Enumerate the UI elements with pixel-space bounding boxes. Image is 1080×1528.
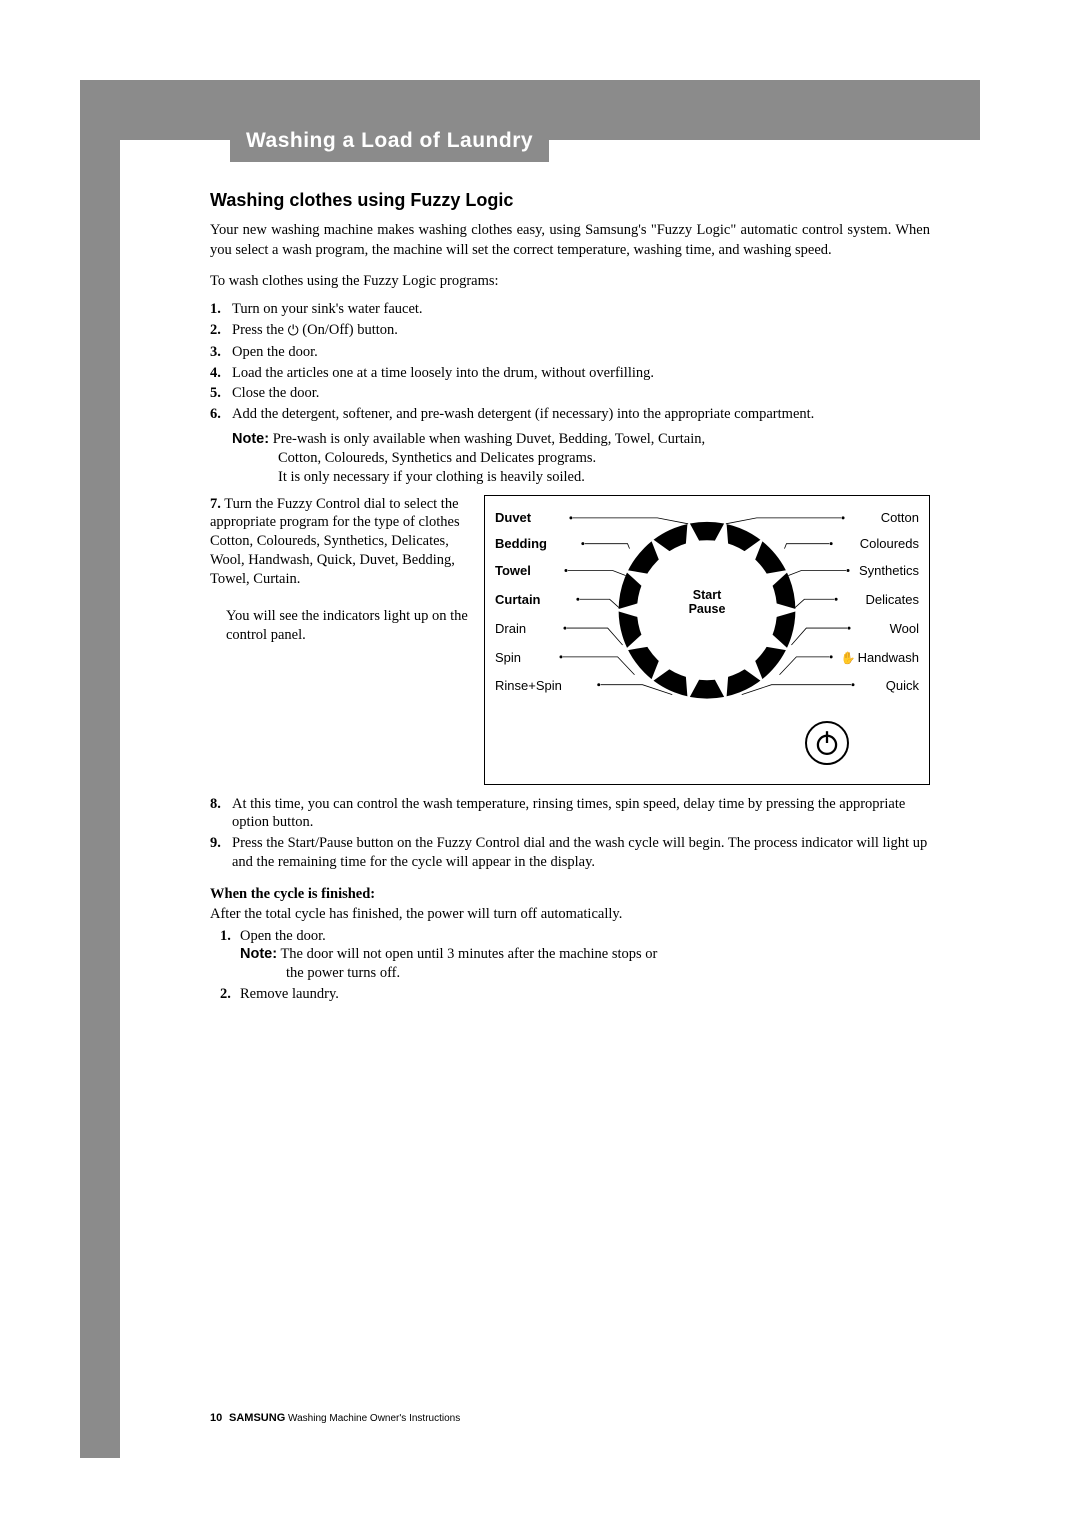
step-7-p1: Turn the Fuzzy Control dial to select th… — [210, 496, 460, 587]
page-frame: Washing a Load of Laundry Washing clothe… — [80, 80, 980, 1458]
note-line-3: It is only necessary if your clothing is… — [278, 468, 930, 487]
step-7-text: 7. Turn the Fuzzy Control dial to select… — [210, 495, 470, 785]
page-number: 10 — [210, 1412, 222, 1424]
handwash-icon: ✋ — [841, 651, 856, 665]
footer: 10 SAMSUNG Washing Machine Owner's Instr… — [210, 1412, 460, 1424]
step-9: Press the Start/Pause button on the Fuzz… — [210, 834, 930, 872]
note-1: Note: Pre-wash is only available when wa… — [232, 430, 930, 487]
finished-heading: When the cycle is finished: — [210, 886, 930, 903]
note-label: Note: — [232, 431, 269, 447]
step-7-row: 7. Turn the Fuzzy Control dial to select… — [210, 495, 930, 785]
dial-label-spin: Spin — [495, 650, 521, 665]
dial-label-synthetics: Synthetics — [859, 563, 919, 578]
step-2: Press the ⏻ (On/Off) button. — [210, 321, 930, 341]
step-5: Close the door. — [210, 384, 930, 403]
note-line-1: Pre-wash is only available when washing … — [273, 431, 705, 447]
step-6: Add the detergent, softener, and pre-was… — [210, 405, 930, 424]
dial-label-duvet: Duvet — [495, 510, 531, 525]
section-title: Washing clothes using Fuzzy Logic — [210, 190, 930, 211]
intro-paragraph: Your new washing machine makes washing c… — [210, 221, 930, 260]
dial-label-coloureds: Coloureds — [860, 536, 919, 551]
power-button-icon — [805, 721, 849, 765]
dial-label-drain: Drain — [495, 621, 526, 636]
step-4: Load the articles one at a time loosely … — [210, 364, 930, 383]
steps-list: Turn on your sink's water faucet. Press … — [210, 300, 930, 424]
finished-note-line-1: The door will not open until 3 minutes a… — [280, 946, 657, 962]
footer-brand: SAMSUNG — [229, 1412, 285, 1424]
dial-label-towel: Towel — [495, 563, 531, 578]
steps-list-2: At this time, you can control the wash t… — [210, 795, 930, 872]
dial-label-bedding: Bedding — [495, 536, 547, 551]
content-area: Washing clothes using Fuzzy Logic Your n… — [120, 140, 980, 1458]
finished-note-line-2: the power turns off. — [286, 964, 930, 983]
dial-label-rinsespin: Rinse+Spin — [495, 678, 562, 693]
finished-note-label: Note: — [240, 946, 277, 962]
step-7-p2: You will see the indicators light up on … — [210, 607, 470, 645]
dial-label-wool: Wool — [890, 621, 919, 636]
step-8: At this time, you can control the wash t… — [210, 795, 930, 833]
dial-center-label: Start Pause — [689, 588, 726, 617]
lead-in: To wash clothes using the Fuzzy Logic pr… — [210, 272, 930, 292]
step-1: Turn on your sink's water faucet. — [210, 300, 930, 319]
dial-label-curtain: Curtain — [495, 592, 541, 607]
dial-label-handwash: ✋Handwash — [841, 650, 919, 665]
step-3: Open the door. — [210, 343, 930, 362]
finished-intro: After the total cycle has finished, the … — [210, 905, 930, 925]
finished-step-2: Remove laundry. — [220, 985, 930, 1004]
dial-diagram: Duvet Bedding Towel Curtain Drain Spin R… — [484, 495, 930, 785]
note-line-2: Cotton, Coloureds, Synthetics and Delica… — [278, 449, 930, 468]
footer-tail: Washing Machine Owner's Instructions — [288, 1413, 460, 1424]
dial-label-delicates: Delicates — [866, 592, 919, 607]
dial-label-cotton: Cotton — [881, 510, 919, 525]
finished-step-1: Open the door. Note: The door will not o… — [220, 927, 930, 984]
left-band — [80, 140, 120, 1458]
power-icon: ⏻ — [288, 324, 299, 339]
dial-label-quick: Quick — [886, 678, 919, 693]
finished-steps: Open the door. Note: The door will not o… — [220, 927, 930, 1004]
